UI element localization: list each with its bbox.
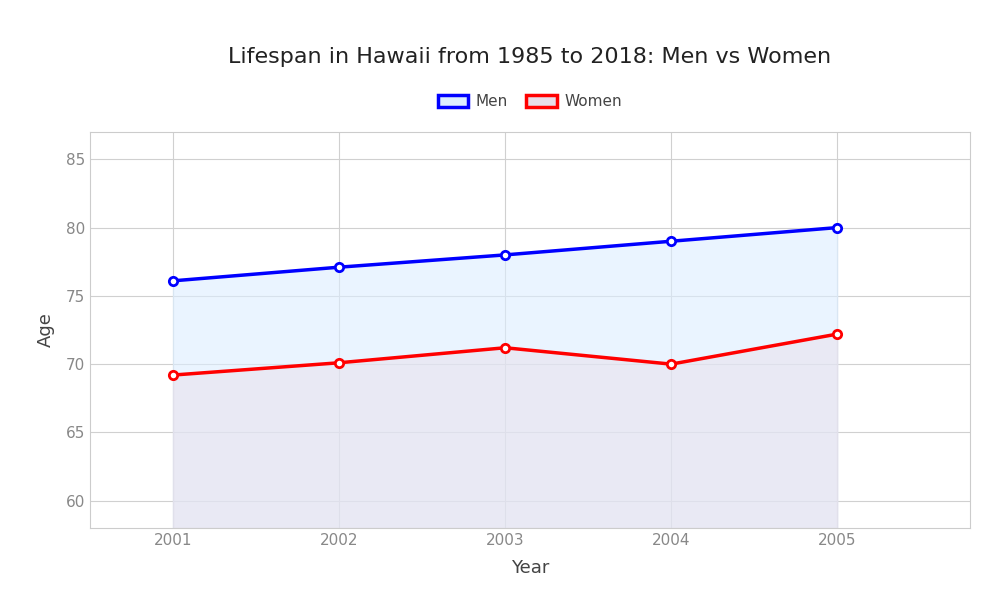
Title: Lifespan in Hawaii from 1985 to 2018: Men vs Women: Lifespan in Hawaii from 1985 to 2018: Me… [228, 47, 832, 67]
Legend: Men, Women: Men, Women [432, 88, 628, 115]
Y-axis label: Age: Age [37, 313, 55, 347]
X-axis label: Year: Year [511, 559, 549, 577]
